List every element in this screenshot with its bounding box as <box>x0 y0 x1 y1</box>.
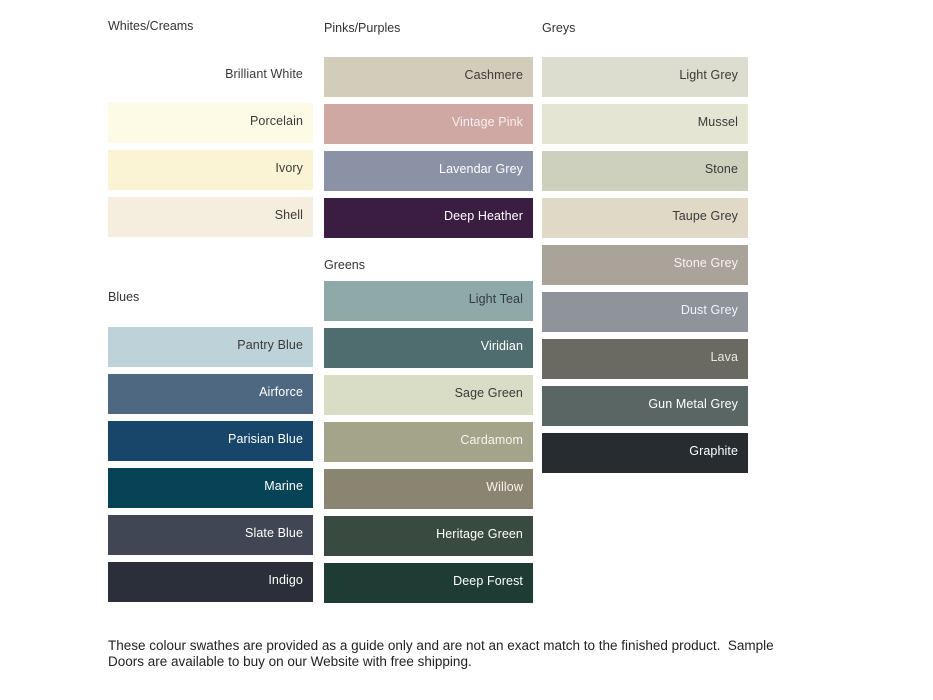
color-swatch-taupe-grey: Taupe Grey <box>542 198 748 238</box>
swatch-list-whites-creams: Brilliant White Porcelain Ivory Shell <box>108 56 313 237</box>
swatch-label: Lavendar Grey <box>439 162 523 176</box>
color-swatch-porcelain: Porcelain <box>108 103 313 143</box>
swatch-label: Willow <box>486 480 523 494</box>
swatch-label: Stone <box>704 162 738 176</box>
swatch-label: Cardamom <box>460 433 523 447</box>
swatch-list-blues: Pantry Blue Airforce Parisian Blue Marine Sl… <box>108 327 313 602</box>
color-swatch-dust-grey: Dust Grey <box>542 292 748 332</box>
section-pinks-purples: Pinks/Purples Cashmere Vintage Pink Lavend… <box>324 21 533 245</box>
color-swatch-stone-grey: Stone Grey <box>542 245 748 285</box>
color-swatch-mussel: Mussel <box>542 104 748 144</box>
color-swatch-willow: Willow <box>324 469 533 509</box>
color-swatch-graphite: Graphite <box>542 433 748 473</box>
swatch-label: Cashmere <box>464 68 523 82</box>
section-greys: Greys Light Grey Mussel Stone Taupe Grey Sto… <box>542 21 748 480</box>
color-swatch-stone: Stone <box>542 151 748 191</box>
swatch-label: Deep Heather <box>443 209 523 223</box>
color-swatch-cardamom: Cardamom <box>324 422 533 462</box>
footer-note: These colour swathes are provided as a g… <box>108 638 774 669</box>
section-title-pinks-purples: Pinks/Purples <box>324 21 401 35</box>
swatch-label: Marine <box>264 479 303 493</box>
section-greens: Greens Light Teal Viridian Sage Green Carda… <box>324 258 533 610</box>
color-swatch-cashmere: Cashmere <box>324 57 533 97</box>
swatch-label: Ivory <box>275 161 303 175</box>
color-swatch-light-grey: Light Grey <box>542 57 748 97</box>
swatch-label: Viridian <box>480 339 523 353</box>
color-swatch-gun-metal-grey: Gun Metal Grey <box>542 386 748 426</box>
section-whites-creams: Whites/Creams Brilliant White Porcelain Iv… <box>108 19 313 244</box>
section-title-whites-creams: Whites/Creams <box>108 19 194 33</box>
swatch-label: Airforce <box>259 385 303 399</box>
swatch-label: Indigo <box>268 573 303 587</box>
color-swatch-parisian-blue: Parisian Blue <box>108 421 313 461</box>
section-title-blues: Blues <box>108 290 140 304</box>
color-swatch-marine: Marine <box>108 468 313 508</box>
swatch-label: Gun Metal Grey <box>648 397 738 411</box>
swatch-label: Dust Grey <box>680 303 738 317</box>
color-swatch-airforce: Airforce <box>108 374 313 414</box>
swatch-list-greys: Light Grey Mussel Stone Taupe Grey Stone Gre… <box>542 57 748 473</box>
swatch-label: Deep Forest <box>453 574 523 588</box>
color-swatch-indigo: Indigo <box>108 562 313 602</box>
color-swatch-deep-heather: Deep Heather <box>324 198 533 238</box>
swatch-label: Slate Blue <box>245 526 303 540</box>
swatch-label: Porcelain <box>249 114 303 128</box>
section-title-greys: Greys <box>542 21 576 35</box>
color-swatch-lava: Lava <box>542 339 748 379</box>
swatch-label: Vintage Pink <box>451 115 523 129</box>
swatch-label: Parisian Blue <box>228 432 303 446</box>
color-swatch-brilliant-white: Brilliant White <box>108 56 313 96</box>
color-swatch-slate-blue: Slate Blue <box>108 515 313 555</box>
swatch-label: Graphite <box>689 444 738 458</box>
color-swatch-shell: Shell <box>108 197 313 237</box>
swatch-list-pinks-purples: Cashmere Vintage Pink Lavendar Grey Deep He… <box>324 57 533 238</box>
color-swatch-pantry-blue: Pantry Blue <box>108 327 313 367</box>
swatch-label: Light Grey <box>679 68 738 82</box>
swatch-label: Shell <box>274 208 303 222</box>
section-title-greens: Greens <box>324 258 365 272</box>
swatch-label: Mussel <box>697 115 738 129</box>
swatch-label: Lava <box>710 350 738 364</box>
color-swatch-lavendar-grey: Lavendar Grey <box>324 151 533 191</box>
swatch-label: Pantry Blue <box>237 338 303 352</box>
color-swatch-viridian: Viridian <box>324 328 533 368</box>
color-swatch-light-teal: Light Teal <box>324 281 533 321</box>
swatch-label: Stone Grey <box>673 256 738 270</box>
swatch-list-greens: Light Teal Viridian Sage Green Cardamom Will… <box>324 281 533 603</box>
color-swatch-deep-forest: Deep Forest <box>324 563 533 603</box>
swatch-label: Light Teal <box>468 292 523 306</box>
swatch-label: Brilliant White <box>225 67 303 81</box>
color-swatch-heritage-green: Heritage Green <box>324 516 533 556</box>
swatch-label: Taupe Grey <box>672 209 738 223</box>
swatch-label: Heritage Green <box>436 527 523 541</box>
color-swatch-vintage-pink: Vintage Pink <box>324 104 533 144</box>
section-blues: Blues Pantry Blue Airforce Parisian Blue Ma… <box>108 290 313 609</box>
color-swatch-ivory: Ivory <box>108 150 313 190</box>
color-swatch-sage-green: Sage Green <box>324 375 533 415</box>
swatch-label: Sage Green <box>454 386 523 400</box>
